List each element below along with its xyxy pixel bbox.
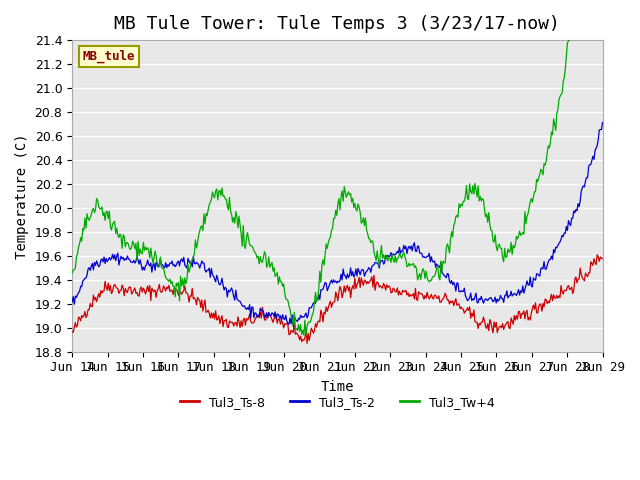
Title: MB Tule Tower: Tule Temps 3 (3/23/17-now): MB Tule Tower: Tule Temps 3 (3/23/17-now… [115, 15, 560, 33]
Text: MB_tule: MB_tule [83, 49, 135, 63]
Y-axis label: Temperature (C): Temperature (C) [15, 133, 29, 259]
X-axis label: Time: Time [321, 380, 354, 394]
Legend: Tul3_Ts-8, Tul3_Ts-2, Tul3_Tw+4: Tul3_Ts-8, Tul3_Ts-2, Tul3_Tw+4 [175, 391, 499, 414]
